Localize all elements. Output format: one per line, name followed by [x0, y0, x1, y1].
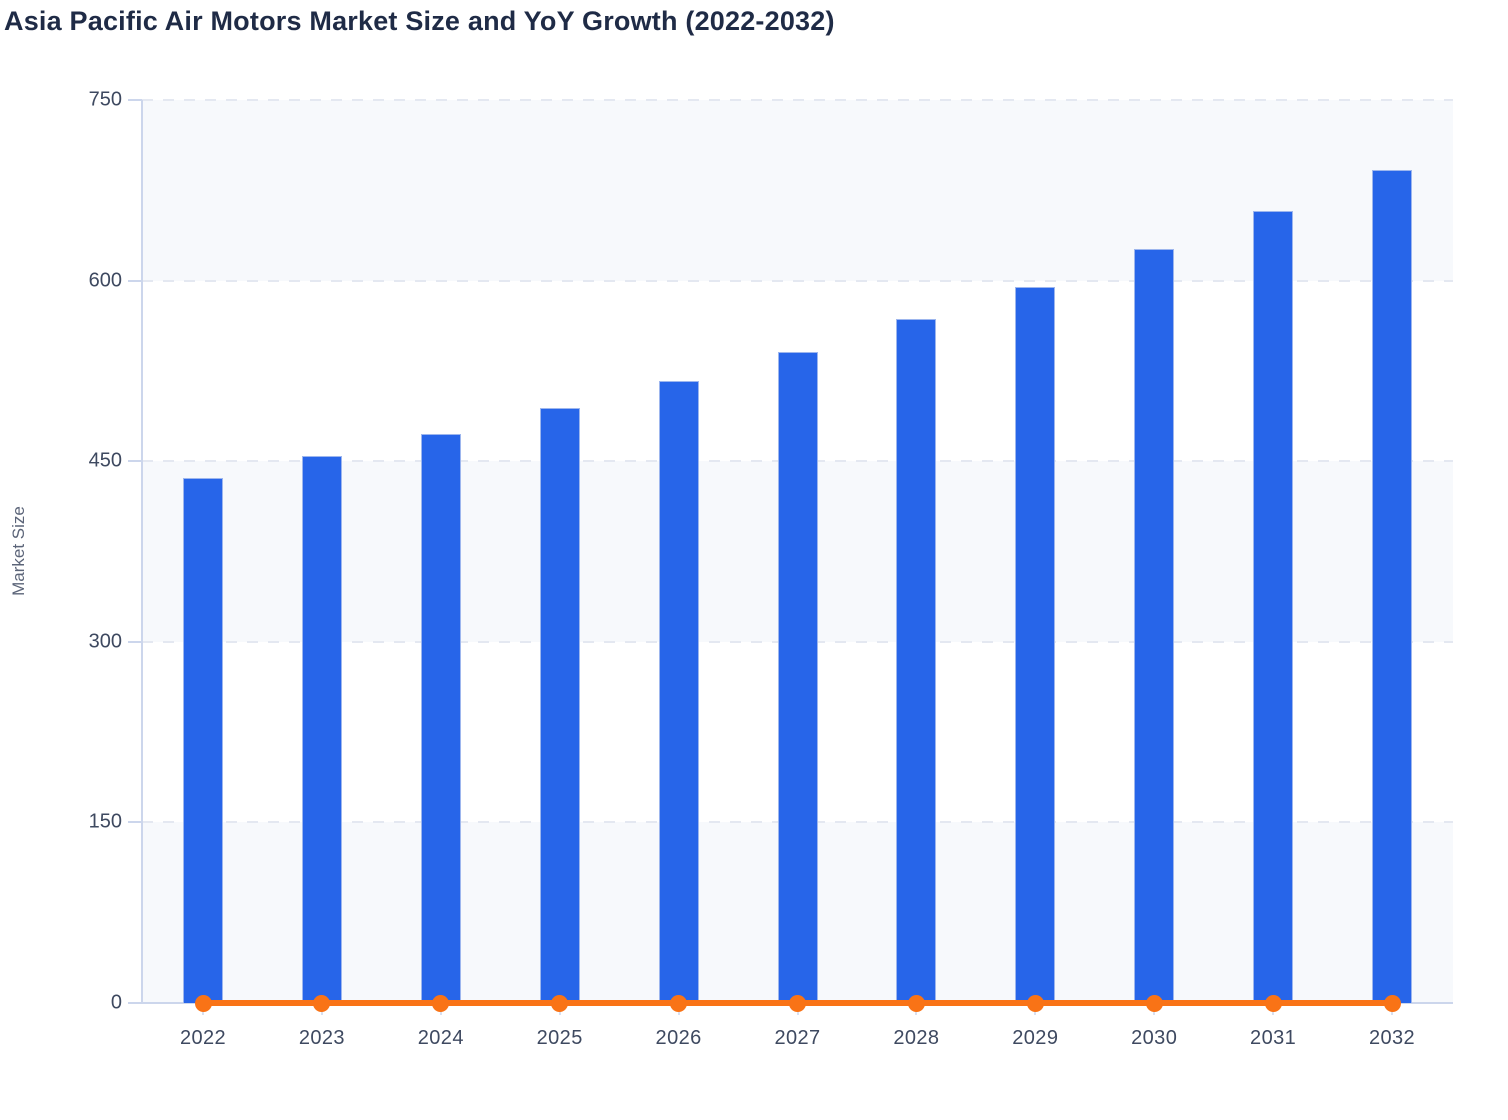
bar-2030[interactable]: [1134, 249, 1175, 1003]
bar-2028[interactable]: [896, 319, 937, 1003]
y-axis-line: [141, 100, 143, 1003]
x-tick-label: 2027: [774, 1027, 821, 1049]
x-tick-label: 2022: [179, 1027, 227, 1049]
y-tick-mark: [128, 640, 142, 643]
gridline: [142, 99, 1453, 101]
yoy-growth-point-2027[interactable]: [789, 994, 806, 1012]
yoy-growth-point-2030[interactable]: [1145, 994, 1163, 1012]
bar-2032[interactable]: [1372, 169, 1412, 1003]
bar-2024[interactable]: [420, 433, 461, 1003]
y-tick-mark: [128, 279, 142, 282]
x-tick-label: 2030: [1131, 1027, 1178, 1049]
yoy-growth-point-2028[interactable]: [907, 994, 925, 1012]
x-tick-label: 2025: [536, 1027, 583, 1049]
yoy-growth-point-2023[interactable]: [313, 994, 331, 1012]
x-tick-label: 2032: [1368, 1027, 1416, 1049]
chart-title: Asia Pacific Air Motors Market Size and …: [4, 6, 835, 36]
y-tick-mark: [128, 460, 142, 463]
x-tick-label: 2024: [417, 1027, 464, 1049]
y-tick-mark: [128, 1002, 142, 1004]
y-tick-label: 0: [110, 991, 122, 1014]
plot-band: [142, 100, 1453, 281]
yoy-growth-point-2031[interactable]: [1264, 994, 1282, 1012]
y-tick-mark: [128, 821, 142, 824]
y-tick-label: 300: [88, 630, 122, 653]
x-tick-label: 2031: [1250, 1027, 1297, 1049]
yoy-growth-point-2026[interactable]: [670, 994, 688, 1012]
gridline: [142, 279, 1453, 282]
yoy-growth-point-2022[interactable]: [194, 994, 212, 1012]
x-tick-label: 2026: [655, 1027, 702, 1049]
bar-2029[interactable]: [1015, 286, 1056, 1003]
y-tick-mark: [128, 99, 142, 101]
y-tick-label: 600: [88, 269, 122, 292]
x-tick-label: 2028: [893, 1027, 940, 1049]
bar-2026[interactable]: [658, 380, 699, 1003]
bar-2023[interactable]: [301, 456, 342, 1003]
x-tick-label: 2029: [1012, 1027, 1059, 1049]
bar-2031[interactable]: [1253, 210, 1294, 1003]
yoy-growth-point-2024[interactable]: [432, 994, 450, 1012]
yoy-growth-point-2032[interactable]: [1383, 994, 1401, 1012]
y-tick-label: 750: [88, 88, 122, 111]
bar-2022[interactable]: [183, 478, 223, 1003]
yoy-growth-point-2025[interactable]: [551, 994, 569, 1012]
y-tick-label: 450: [88, 449, 122, 472]
x-tick-label: 2023: [298, 1027, 345, 1049]
yoy-growth-point-2029[interactable]: [1026, 994, 1044, 1012]
y-tick-label: 150: [88, 810, 122, 833]
bar-2027[interactable]: [777, 351, 818, 1003]
bar-2025[interactable]: [539, 408, 580, 1003]
